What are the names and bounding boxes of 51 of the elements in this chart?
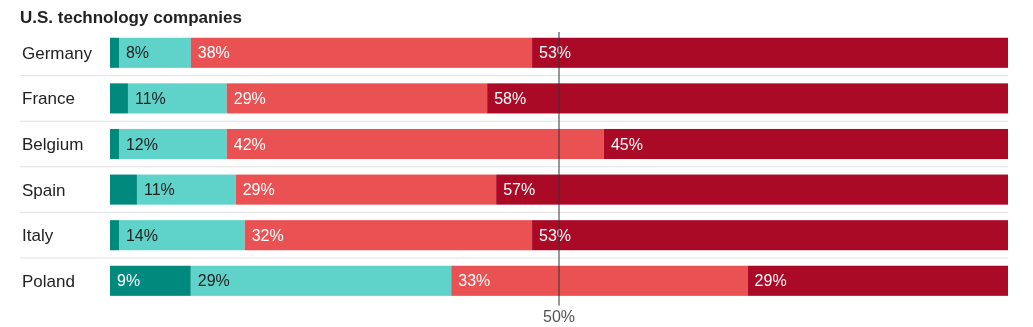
data-label: 45% bbox=[610, 135, 643, 153]
data-label: 12% bbox=[125, 135, 159, 153]
bar bbox=[110, 220, 119, 251]
y-tick-label: France bbox=[22, 89, 75, 109]
chart-title: U.S. technology companies bbox=[20, 8, 242, 27]
bar bbox=[235, 174, 497, 205]
y-tick-label: Germany bbox=[22, 43, 93, 63]
y-tick-label: Poland bbox=[22, 271, 75, 291]
y-tick-label: Italy bbox=[22, 226, 54, 246]
bar bbox=[110, 174, 137, 205]
bar bbox=[226, 83, 488, 114]
data-label: 29% bbox=[197, 272, 230, 290]
data-label: 38% bbox=[197, 44, 230, 62]
y-tick-label: Belgium bbox=[22, 134, 84, 154]
data-label: 29% bbox=[242, 181, 275, 199]
bar bbox=[451, 265, 748, 296]
bar bbox=[190, 37, 533, 68]
data-label: 42% bbox=[233, 135, 266, 153]
data-label: 53% bbox=[539, 44, 572, 62]
ref-line-label: 50% bbox=[542, 307, 576, 325]
data-label: 58% bbox=[494, 90, 527, 107]
bar bbox=[532, 37, 1008, 68]
data-label: 29% bbox=[233, 90, 266, 107]
bar bbox=[110, 265, 191, 296]
data-label: 8% bbox=[125, 44, 150, 62]
bar bbox=[603, 128, 1008, 160]
data-label: 33% bbox=[458, 272, 491, 290]
data-label: 11% bbox=[143, 181, 175, 199]
y-tick-label: Spain bbox=[22, 180, 66, 200]
bar bbox=[190, 265, 452, 296]
bar bbox=[118, 128, 227, 160]
bar bbox=[244, 220, 533, 251]
bar bbox=[110, 128, 119, 160]
bar bbox=[532, 220, 1008, 251]
data-label: 32% bbox=[251, 226, 284, 244]
bar bbox=[496, 174, 1008, 205]
data-label: 9% bbox=[117, 272, 141, 290]
data-label: 11% bbox=[134, 90, 166, 107]
bar bbox=[136, 174, 236, 205]
bar bbox=[747, 265, 1008, 296]
data-label: 14% bbox=[125, 226, 159, 244]
bar bbox=[118, 37, 191, 68]
bar bbox=[226, 128, 604, 160]
data-label: 53% bbox=[539, 226, 572, 244]
bar bbox=[110, 37, 119, 68]
bar bbox=[487, 83, 1008, 114]
bar bbox=[127, 83, 227, 114]
bar bbox=[110, 83, 128, 114]
bar bbox=[118, 220, 245, 251]
data-label: 57% bbox=[503, 181, 536, 199]
data-label: 29% bbox=[754, 272, 787, 290]
